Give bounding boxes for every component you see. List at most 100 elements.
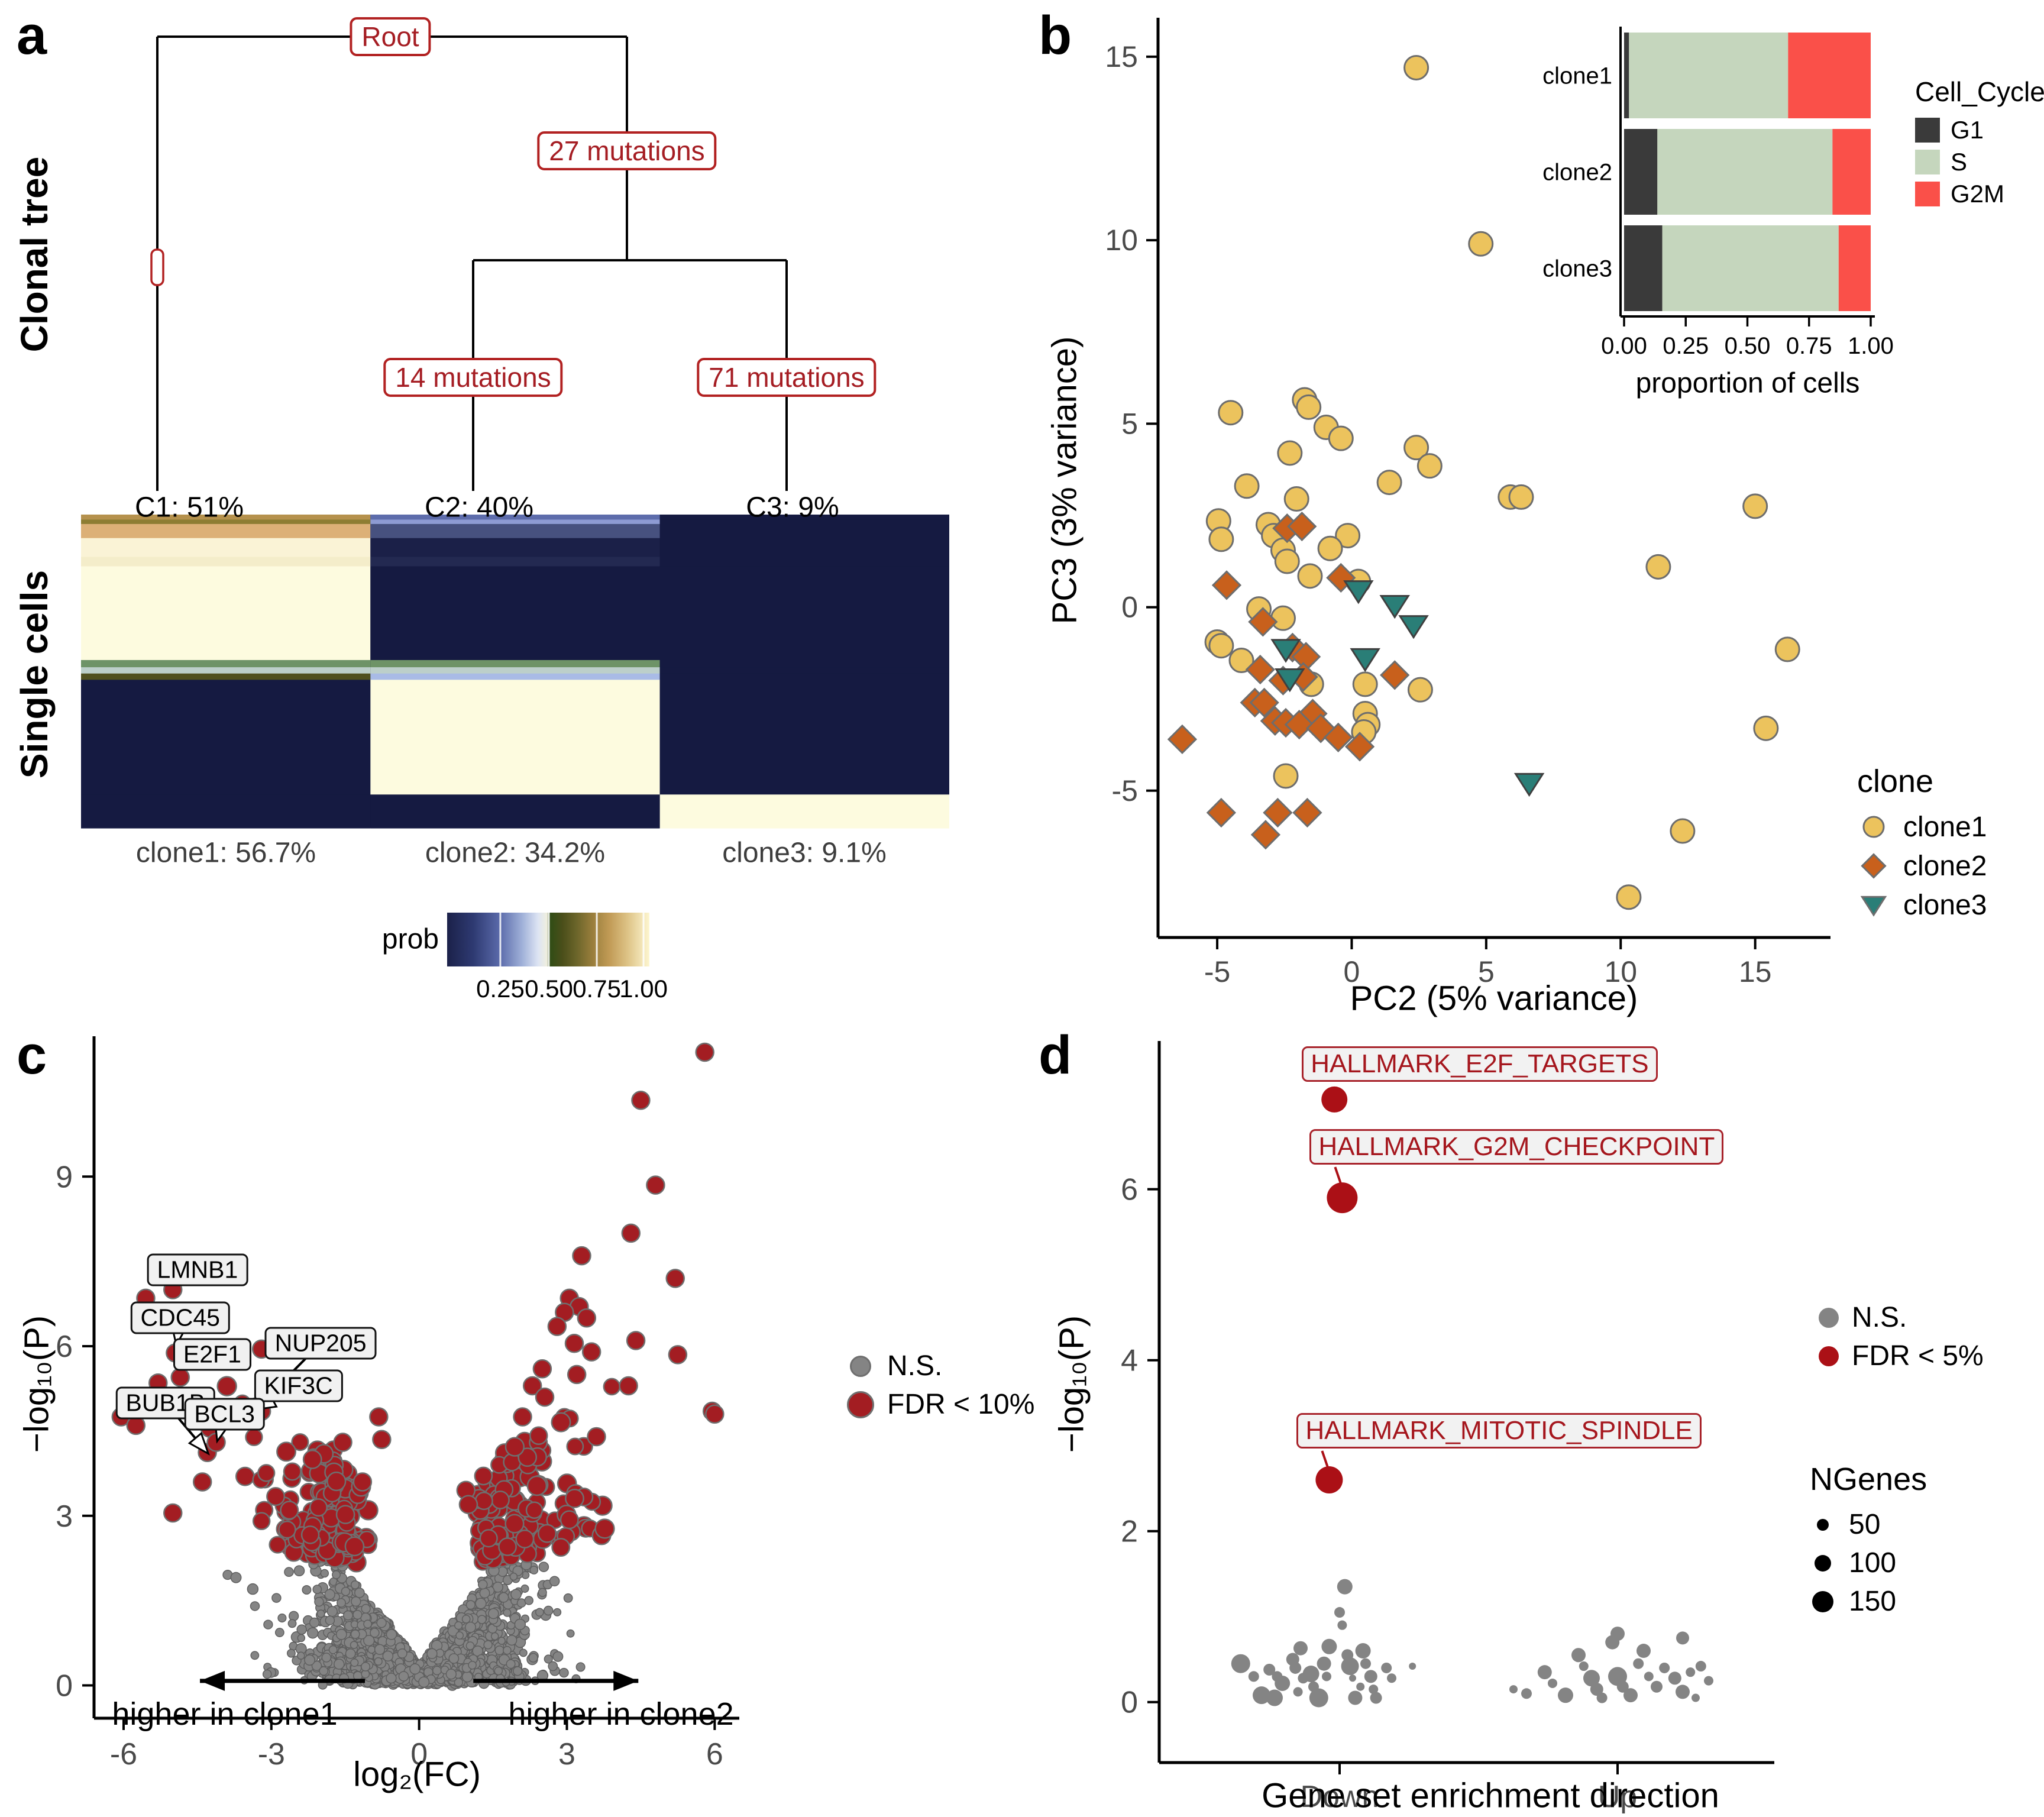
clone-legend-item-clone1: clone1 [1857,810,1987,843]
gsea-x-axis-label: Gene set enrichment direction [1262,1776,1719,1815]
cell-cycle-inset: clone1 clone2 clone3 0.00 0.25 0.50 0.75 1.00 [1542,27,1894,359]
tree-mut14-label: 14 mutations [383,358,563,397]
single-cells-heatmap [81,515,949,829]
clone-legend-title: clone [1857,764,1934,799]
svg-text:0: 0 [56,1669,73,1703]
svg-text:0.75: 0.75 [1786,333,1832,359]
cell-cycle-legend: Cell_Cycle G1 S G2M [1915,76,2044,212]
size-dot-icon [1815,1554,1831,1572]
pc2-axis-label: PC2 (5% variance) [1350,979,1638,1018]
svg-text:clone3: clone3 [1542,256,1612,282]
gsea-legend-item: FDR < 5% [1819,1340,1984,1372]
svg-text:10: 10 [1604,955,1637,988]
gsea-sig-legend: N.S. FDR < 5% [1819,1301,1984,1378]
heatmap-clone1-label: clone1: 56.7% [135,837,316,869]
gsea-sig-points [1315,1086,1358,1494]
tree-mut71-label: 71 mutations [697,358,877,397]
svg-text:6: 6 [706,1737,723,1771]
svg-text:0.75: 0.75 [573,975,621,1003]
svg-text:5: 5 [1478,955,1495,988]
svg-text:-6: -6 [110,1737,137,1771]
svg-text:6: 6 [56,1330,73,1364]
pca-plot: -5 0 5 10 15 -5 0 5 10 15 [1105,18,1830,988]
triangle-down-icon [1860,895,1887,917]
svg-text:0: 0 [1121,591,1138,624]
direction-arrows [200,1670,639,1691]
cell-cycle-legend-item-G1: G1 [1915,116,2044,144]
svg-text:-5: -5 [1112,774,1138,807]
svg-text:Up: Up [1598,1780,1637,1814]
svg-text:15: 15 [1105,40,1138,73]
pc3-axis-label: PC3 (3% variance) [1045,336,1084,625]
svg-text:3: 3 [56,1499,73,1534]
panel-a-letter: a [17,5,47,66]
prob-colorbar: 0.25 0.50 0.751.00 [447,913,668,1003]
volcano-plot: -6 -3 0 3 6 0 3 6 9 [56,1036,739,1771]
svg-text:9: 9 [56,1160,73,1194]
svg-text:15: 15 [1739,955,1772,988]
svg-text:0: 0 [1344,955,1360,988]
inset-xaxis-label: proportion of cells [1635,367,1860,399]
pathway-label-HALLMARK_E2F_TARGETS: HALLMARK_E2F_TARGETS [1302,1046,1658,1082]
clone-legend-item-clone3: clone3 [1857,888,1987,922]
tree-clone2-pct: C2: 40% [424,492,534,523]
cell-cycle-legend-item-G2M: G2M [1915,180,2044,208]
volcano-legend: N.S. FDR < 10% [847,1350,1034,1427]
volcano-ns-points [222,1543,586,1691]
pca-series-clone1 [1204,54,1800,910]
svg-text:clone1: clone1 [1542,63,1612,89]
tree-mut27-label: 27 mutations [537,131,717,170]
swatch-icon [1915,182,1940,206]
volcano-legend-item: FDR < 10% [847,1388,1034,1421]
clonal-tree [150,35,788,491]
volcano-legend-item: N.S. [847,1350,1034,1382]
colorbar-label: prob [381,923,439,955]
gene-label-KIF3C: KIF3C [254,1369,343,1402]
single-cells-axis-label: Single cells [13,570,56,779]
ngenes-legend-item-50: 50 [1810,1508,1927,1541]
size-dot-icon [1817,1518,1829,1531]
panel-c-letter: c [17,1025,47,1085]
gsea-ns-points [1231,1579,1713,1708]
ngenes-legend-item-150: 150 [1810,1585,1927,1618]
heatmap-clone3-label: clone3: 9.1% [722,837,887,869]
svg-text:0.25: 0.25 [476,975,525,1003]
svg-text:10: 10 [1105,224,1138,257]
tree-clone1-pct: C1: 51% [134,492,244,523]
svg-text:-3: -3 [258,1737,285,1771]
point-icon [847,1391,874,1418]
higher-in-clone2-annotation: higher in clone2 [508,1696,734,1732]
tree-clone3-pct: C3: 9% [746,492,839,523]
svg-text:3: 3 [558,1737,575,1771]
tree-root-label: Root [350,17,431,56]
svg-text:Down: Down [1301,1780,1379,1814]
svg-text:clone2: clone2 [1542,160,1612,186]
svg-text:0: 0 [1121,1686,1138,1720]
clonal-tree-axis-label: Clonal tree [13,156,56,353]
clone-legend-item-clone2: clone2 [1857,849,1987,882]
svg-text:0: 0 [410,1737,428,1771]
ngenes-legend: NGenes 50 100 150 [1810,1461,1927,1624]
svg-text:0.50: 0.50 [525,975,573,1003]
svg-text:0.50: 0.50 [1725,333,1771,359]
svg-text:2: 2 [1121,1515,1138,1549]
heatmap-clone2-label: clone2: 34.2% [425,837,606,869]
volcano-x-axis-label: log₂(FC) [353,1755,481,1794]
point-icon [1819,1346,1839,1366]
svg-text:5: 5 [1121,407,1138,440]
gsea-legend-item: N.S. [1819,1301,1984,1334]
svg-text:1.00: 1.00 [1848,333,1894,359]
swatch-icon [1915,118,1940,143]
ngenes-legend-title: NGenes [1810,1462,1927,1497]
svg-text:4: 4 [1121,1344,1138,1378]
gsea-y-axis-label: −log₁₀(P) [1052,1315,1091,1453]
panel-b-letter: b [1039,5,1072,66]
pathway-label-HALLMARK_MITOTIC_SPINDLE: HALLMARK_MITOTIC_SPINDLE [1296,1413,1702,1449]
size-dot-icon [1812,1590,1833,1612]
circle-icon [1862,816,1885,838]
svg-text:1.00: 1.00 [619,975,668,1003]
cell-cycle-legend-title: Cell_Cycle [1915,76,2044,107]
svg-text:-5: -5 [1204,955,1230,988]
